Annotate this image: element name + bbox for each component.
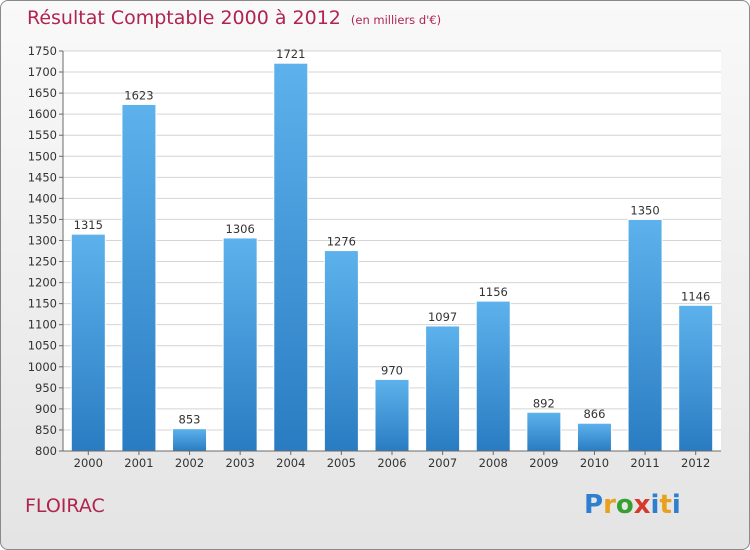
grid-lines	[63, 50, 721, 431]
bar-2012	[678, 304, 714, 452]
bar-2003	[222, 237, 258, 452]
data-label-2006: 970	[381, 363, 403, 377]
x-tick-label-2000: 2000	[74, 456, 103, 470]
chart-title: Résultat Comptable 2000 à 2012	[27, 7, 341, 29]
y-tick-label: 850	[35, 423, 57, 437]
bar-2007	[425, 325, 461, 452]
brand-letter: o	[615, 490, 634, 520]
x-tick-label-2006: 2006	[377, 456, 406, 470]
y-tick-label: 1000	[28, 360, 57, 374]
data-label-2000: 1315	[74, 218, 103, 232]
y-tick-label: 950	[35, 381, 57, 395]
y-tick-label: 1100	[28, 318, 57, 332]
data-labels: 1315 1623 853 1306 1721 1276 970 1097 1156 892 866…	[74, 47, 711, 426]
y-tick-label: 1500	[28, 149, 57, 163]
bar-2011	[627, 218, 663, 452]
y-tick-label: 1700	[28, 65, 57, 79]
y-tick-label: 1300	[28, 233, 57, 247]
data-label-2008: 1156	[479, 285, 508, 299]
y-tick-label: 1450	[28, 170, 57, 184]
bars	[70, 62, 714, 452]
y-tick-label: 800	[35, 444, 57, 458]
x-tick-label-2009: 2009	[529, 456, 558, 470]
data-label-2007: 1097	[428, 310, 457, 324]
data-label-2002: 853	[179, 413, 201, 427]
x-tick-label-2001: 2001	[124, 456, 153, 470]
brand-letter: i	[671, 490, 681, 520]
y-tick-label: 1650	[28, 86, 57, 100]
bar-2008	[475, 300, 511, 452]
y-tick-label: 1050	[28, 339, 57, 353]
city-name: FLOIRAC	[25, 495, 105, 517]
data-label-2009: 892	[533, 396, 555, 410]
y-tick-label: 1550	[28, 128, 57, 142]
brand-letter: P	[584, 490, 604, 520]
data-label-2011: 1350	[630, 203, 659, 217]
bar-2006	[374, 378, 410, 452]
bar-2009	[526, 411, 562, 452]
x-tick-label-2003: 2003	[226, 456, 255, 470]
x-tick-label-2007: 2007	[428, 456, 457, 470]
data-label-2003: 1306	[226, 222, 255, 236]
x-tick-label-2004: 2004	[276, 456, 305, 470]
bar-2002	[172, 428, 208, 452]
data-label-2005: 1276	[327, 235, 356, 249]
chart-subtitle: (en milliers d'€)	[350, 13, 442, 27]
x-tick-label-2012: 2012	[681, 456, 710, 470]
bar-2010	[576, 422, 612, 452]
chart-title-block: Résultat Comptable 2000 à 2012 (en millie…	[27, 7, 441, 29]
x-axis-ticks: 2000 2001 2002 2003 2004 2005 2006 2007 2008 2009…	[74, 451, 710, 470]
data-label-2004: 1721	[276, 47, 305, 61]
bar-2001	[121, 103, 157, 452]
y-tick-label: 1750	[28, 44, 57, 58]
data-label-2012: 1146	[681, 289, 710, 303]
y-tick-label: 900	[35, 402, 57, 416]
y-tick-label: 1200	[28, 276, 57, 290]
bar-2005	[323, 250, 359, 452]
y-tick-label: 1150	[28, 297, 57, 311]
y-axis-ticks: 800 850 900 950 1000 1050 1100 1150 1200 1250 1300…	[28, 44, 63, 458]
data-label-2001: 1623	[124, 88, 153, 102]
y-tick-label: 1350	[28, 212, 57, 226]
data-label-2010: 866	[583, 407, 605, 421]
x-tick-label-2008: 2008	[479, 456, 508, 470]
x-tick-label-2010: 2010	[580, 456, 609, 470]
x-tick-label-2005: 2005	[327, 456, 356, 470]
brand-letter: i	[650, 490, 660, 520]
x-tick-label-2002: 2002	[175, 456, 204, 470]
y-tick-label: 1250	[28, 255, 57, 269]
brand-letter: r	[603, 490, 616, 520]
brand-letter: x	[633, 490, 651, 520]
x-tick-label-2011: 2011	[630, 456, 659, 470]
brand-logo: Proxiti	[584, 490, 681, 520]
bar-2000	[70, 233, 106, 452]
y-tick-label: 1400	[28, 191, 57, 205]
brand-letter: t	[659, 490, 672, 520]
y-tick-label: 1600	[28, 107, 57, 121]
bar-2004	[273, 62, 309, 452]
